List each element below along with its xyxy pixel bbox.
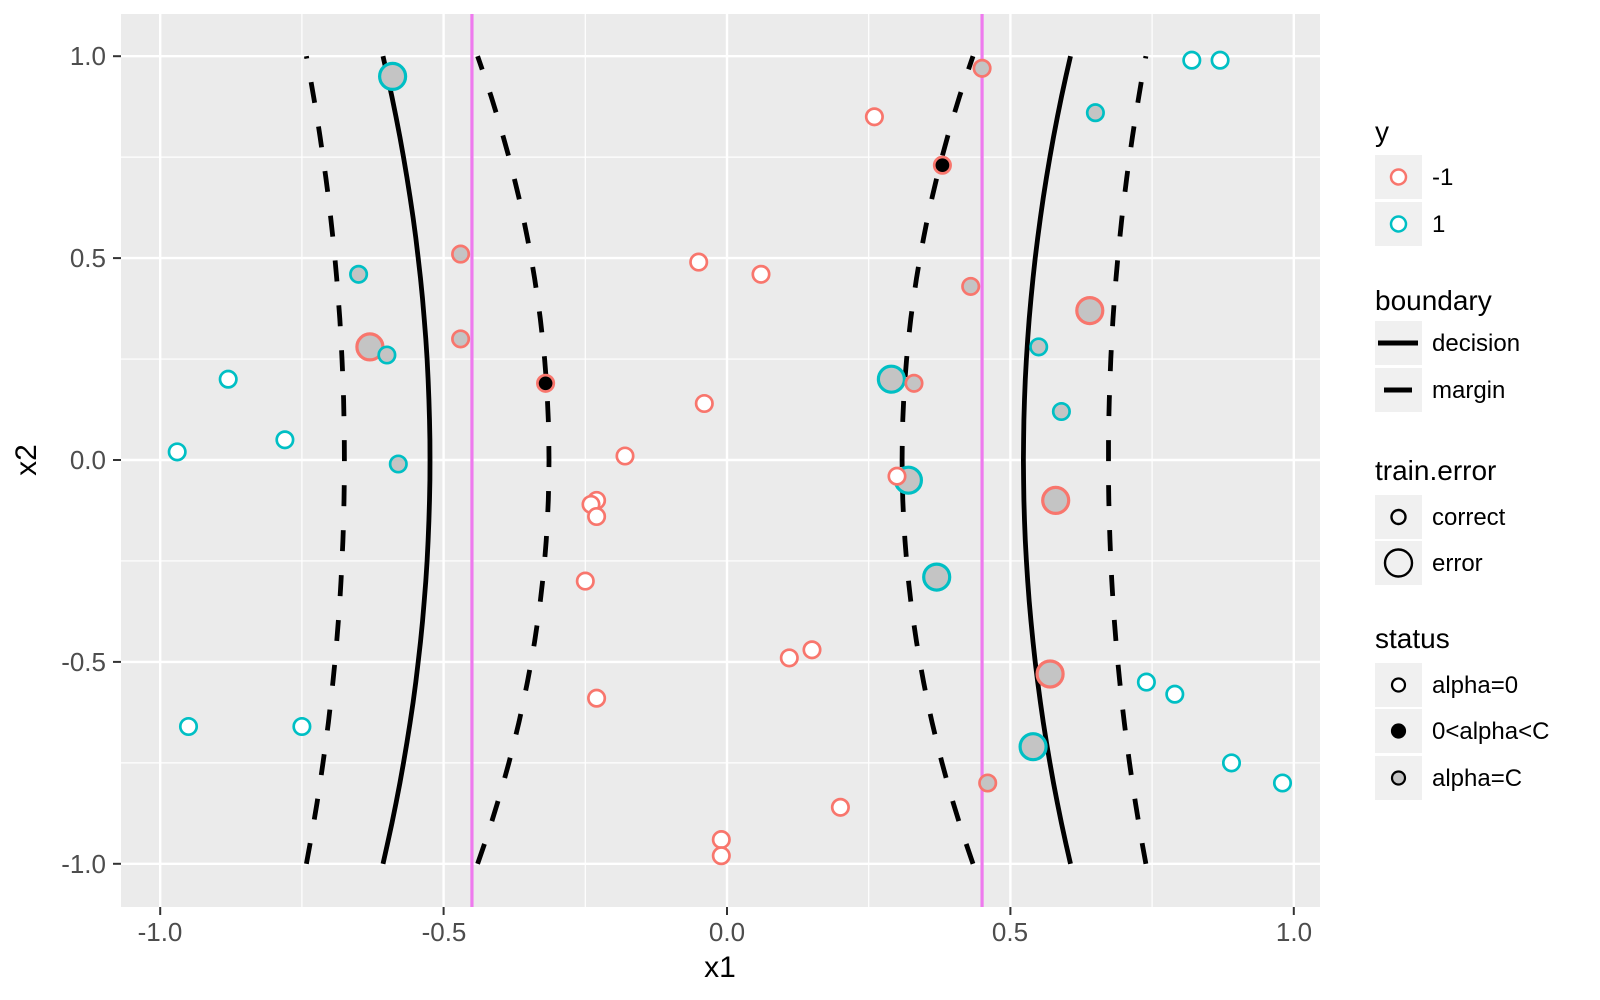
y-tick-label: 1.0 <box>70 41 106 71</box>
data-point <box>536 373 556 393</box>
y-tick-label: 0.5 <box>70 243 106 273</box>
data-point <box>377 345 397 365</box>
data-point <box>694 393 714 414</box>
legend-error-point-icon <box>1383 548 1414 578</box>
data-point <box>802 640 822 660</box>
data-point <box>587 506 607 527</box>
data-point <box>1029 337 1049 357</box>
x-tick-label: 1.0 <box>1276 917 1312 947</box>
data-point <box>711 830 731 850</box>
decision-curve <box>1020 55 1073 865</box>
legend-label-margin: margin <box>1432 377 1505 404</box>
legend-correct-point-icon <box>1390 508 1407 526</box>
data-point <box>1018 732 1048 762</box>
legend-label-error: error <box>1432 550 1483 577</box>
data-point <box>378 61 408 92</box>
legend-status-point-icon <box>1390 723 1407 739</box>
x-axis-title: x1 <box>704 951 736 984</box>
legend-title-status: status <box>1375 623 1450 654</box>
data-point <box>1272 773 1293 793</box>
data-point <box>388 454 408 474</box>
data-point <box>887 466 907 486</box>
data-point <box>961 276 981 296</box>
legend-label-neg1: -1 <box>1432 164 1453 191</box>
y-tick-label: 0.0 <box>70 445 106 475</box>
x-tick-label: -1.0 <box>138 917 183 947</box>
legend-title-y: y <box>1375 116 1389 147</box>
data-point <box>751 264 771 284</box>
data-point <box>689 252 709 272</box>
margin-curve <box>304 55 347 865</box>
data-point <box>587 688 607 708</box>
y-tick-label: -0.5 <box>61 647 106 677</box>
data-point <box>575 571 595 591</box>
data-point <box>876 364 907 394</box>
data-point <box>904 373 924 393</box>
legend-label-alpha0: alpha=0 <box>1432 672 1518 699</box>
data-point <box>1182 50 1202 70</box>
data-point <box>972 58 992 78</box>
data-point <box>830 797 850 817</box>
legend-label-pos1: 1 <box>1432 211 1445 238</box>
legend-class-point-icon <box>1389 168 1408 186</box>
legend-title-train-error: train.error <box>1375 455 1496 486</box>
data-point <box>711 846 731 866</box>
data-point <box>1051 401 1071 422</box>
data-point <box>779 648 799 668</box>
x-tick-label: 0.5 <box>992 917 1028 947</box>
data-point <box>451 244 471 264</box>
y-tick-label: -1.0 <box>61 849 106 879</box>
legend-title-boundary: boundary <box>1375 285 1492 316</box>
x-tick-label: -0.5 <box>422 917 467 947</box>
legend-label-decision: decision <box>1432 330 1520 357</box>
data-point <box>1210 50 1230 70</box>
data-point <box>1136 672 1156 692</box>
margin-curve <box>899 55 976 865</box>
data-point <box>615 446 635 466</box>
data-point <box>978 773 998 793</box>
margin-curve <box>475 55 552 865</box>
legend-correct-key-box <box>1375 495 1422 539</box>
y-axis-title: x2 <box>10 444 43 476</box>
data-point <box>864 107 884 127</box>
data-point <box>1165 684 1185 704</box>
legend-error-key-box <box>1375 541 1422 585</box>
data-point <box>1035 659 1065 689</box>
data-point <box>1221 753 1242 773</box>
legend-label-correct: correct <box>1432 504 1506 531</box>
x-tick-label: 0.0 <box>709 917 745 947</box>
data-point <box>1041 485 1071 515</box>
legend-label-alpha-mid: 0<alpha<C <box>1432 718 1549 745</box>
data-point <box>451 329 471 349</box>
decision-curve <box>380 55 433 865</box>
data-point <box>292 716 312 737</box>
data-point <box>932 155 952 175</box>
legend-status-point-icon <box>1390 677 1407 693</box>
data-point <box>349 264 369 284</box>
legend-status-point-icon <box>1390 770 1407 786</box>
data-point <box>167 442 187 462</box>
data-point <box>1085 103 1105 123</box>
legend-label-alphaC: alpha=C <box>1432 765 1522 792</box>
margin-curve <box>1106 55 1149 865</box>
data-point <box>218 369 238 389</box>
legend-class-point-icon <box>1389 215 1408 233</box>
data-point <box>178 716 199 737</box>
data-point <box>275 430 295 450</box>
data-point <box>1075 296 1105 326</box>
data-point <box>922 562 952 592</box>
